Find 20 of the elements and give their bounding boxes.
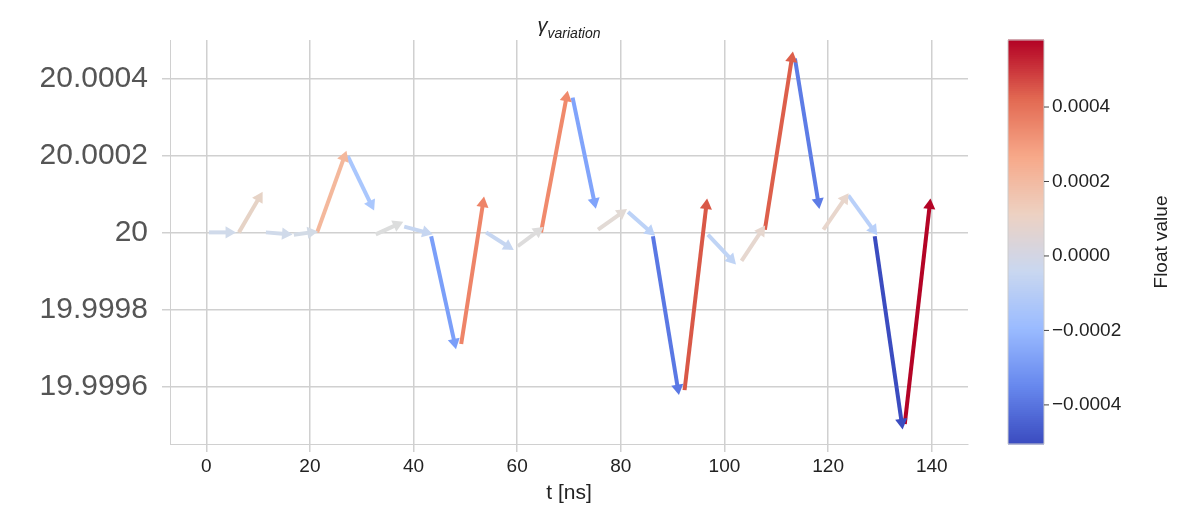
x-tick-label: 80 xyxy=(610,454,632,476)
x-tick-label: 60 xyxy=(506,454,528,476)
color-bar-label: 0.0004 xyxy=(1052,95,1111,117)
color-bar-label: −0.0002 xyxy=(1052,318,1122,340)
x-tick-label: 120 xyxy=(812,454,844,476)
color-bar-label: 0.0000 xyxy=(1052,244,1111,266)
y-tick-label: 20.0004 xyxy=(39,59,148,93)
y-tick-label: 20.0002 xyxy=(39,136,148,170)
y-tick-label: 19.9996 xyxy=(39,367,148,401)
x-tick-label: 100 xyxy=(708,454,741,476)
color-bar-label: 0.0002 xyxy=(1052,169,1111,191)
x-tick-label: 20 xyxy=(299,454,321,476)
x-tick-label: 0 xyxy=(200,454,212,476)
y-tick-label: 19.9998 xyxy=(39,290,148,324)
x-tick-label: 140 xyxy=(915,454,948,476)
color-bar-title: Float value xyxy=(1150,195,1172,289)
x-axis-title: t [ns] xyxy=(546,480,592,504)
y-tick-label: 20 xyxy=(114,213,148,247)
x-tick-label: 40 xyxy=(402,454,425,476)
color-bar-label: −0.0004 xyxy=(1052,393,1122,415)
